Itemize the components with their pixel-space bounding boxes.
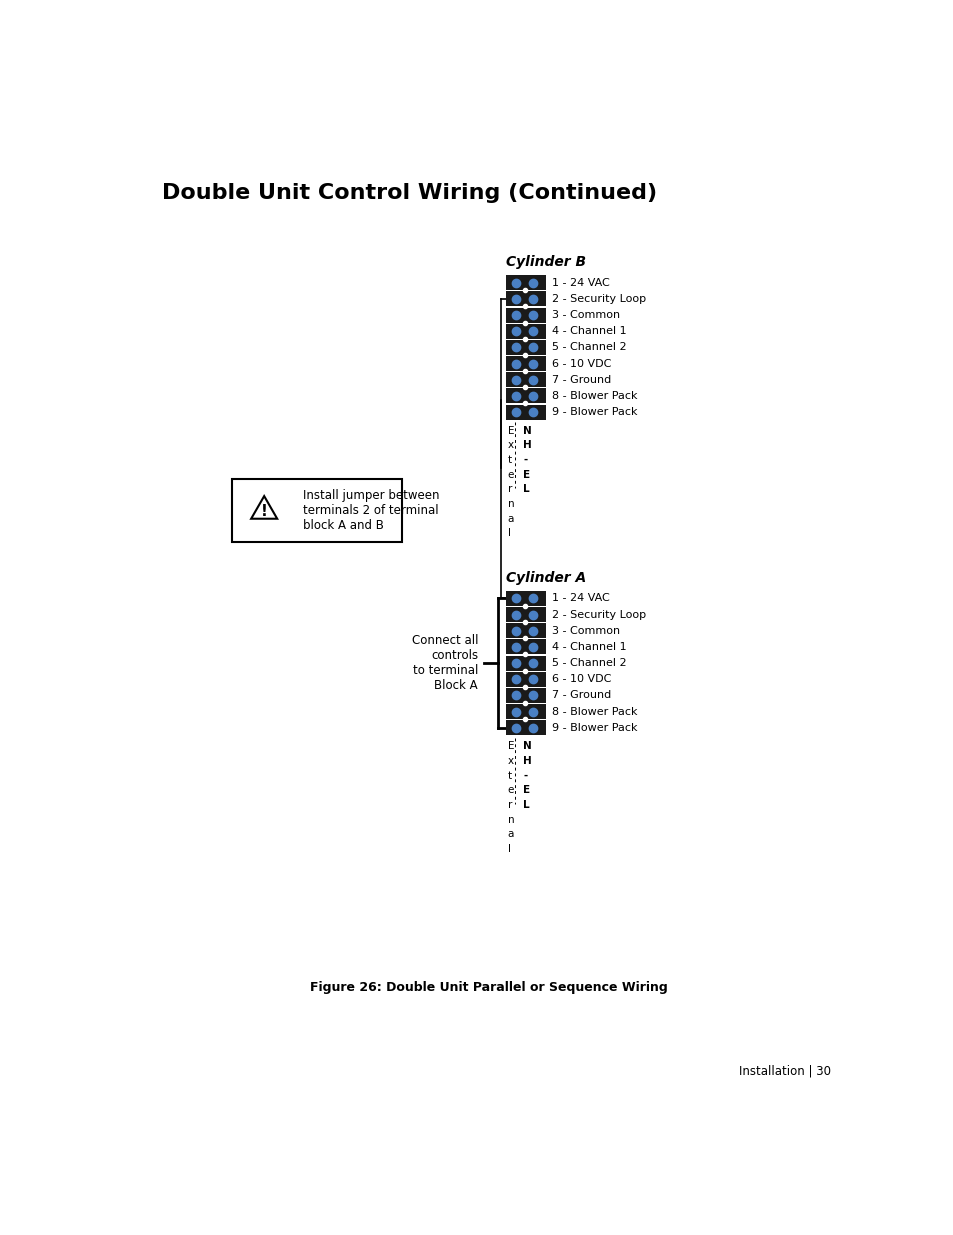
- Text: 1 - 24 VAC: 1 - 24 VAC: [552, 278, 610, 288]
- Text: 2 - Security Loop: 2 - Security Loop: [552, 610, 646, 620]
- Text: e: e: [507, 469, 514, 479]
- Text: 3 - Common: 3 - Common: [552, 626, 620, 636]
- Text: 7 - Ground: 7 - Ground: [552, 374, 611, 385]
- Bar: [505, 291, 546, 306]
- Text: E: E: [522, 785, 530, 795]
- Text: L: L: [522, 800, 529, 810]
- Text: Connect all
controls
to terminal
Block A: Connect all controls to terminal Block A: [411, 634, 477, 692]
- Bar: [505, 356, 546, 370]
- Bar: [505, 308, 546, 322]
- Text: e: e: [507, 785, 514, 795]
- Polygon shape: [251, 496, 277, 519]
- Text: a: a: [507, 829, 514, 840]
- Text: H: H: [522, 441, 531, 451]
- Text: 6 - 10 VDC: 6 - 10 VDC: [552, 358, 611, 368]
- Text: 9 - Blower Pack: 9 - Blower Pack: [552, 408, 638, 417]
- Text: x: x: [507, 756, 513, 766]
- Text: 4 - Channel 1: 4 - Channel 1: [552, 642, 626, 652]
- Text: 7 - Ground: 7 - Ground: [552, 690, 611, 700]
- Text: !: !: [260, 504, 268, 519]
- Text: 6 - 10 VDC: 6 - 10 VDC: [552, 674, 611, 684]
- Bar: [505, 405, 546, 420]
- Text: n: n: [507, 499, 514, 509]
- Text: 5 - Channel 2: 5 - Channel 2: [552, 342, 626, 352]
- Text: 2 - Security Loop: 2 - Security Loop: [552, 294, 646, 304]
- Text: Install jumper between
terminals 2 of terminal
block A and B: Install jumper between terminals 2 of te…: [303, 489, 439, 531]
- Text: -: -: [522, 454, 527, 466]
- Bar: [505, 720, 546, 735]
- Bar: [505, 608, 546, 622]
- Text: E: E: [507, 741, 514, 751]
- Text: H: H: [522, 756, 531, 766]
- Text: E: E: [522, 469, 530, 479]
- Text: 8 - Blower Pack: 8 - Blower Pack: [552, 706, 638, 716]
- Bar: [505, 340, 546, 354]
- Text: Figure 26: Double Unit Parallel or Sequence Wiring: Figure 26: Double Unit Parallel or Seque…: [310, 981, 667, 994]
- Text: r: r: [507, 800, 512, 810]
- Text: E: E: [507, 426, 514, 436]
- Text: r: r: [507, 484, 512, 494]
- Text: Cylinder B: Cylinder B: [505, 256, 585, 269]
- Text: n: n: [507, 815, 514, 825]
- Text: x: x: [507, 441, 513, 451]
- Bar: [505, 624, 546, 638]
- Text: a: a: [507, 514, 514, 524]
- Text: N: N: [522, 426, 531, 436]
- Bar: [505, 704, 546, 719]
- Text: -: -: [522, 771, 527, 781]
- Text: L: L: [522, 484, 529, 494]
- Text: N: N: [522, 741, 531, 751]
- Bar: [505, 640, 546, 655]
- Text: t: t: [507, 454, 511, 466]
- Bar: [505, 592, 546, 606]
- Text: t: t: [507, 771, 511, 781]
- Bar: [232, 478, 402, 542]
- Text: 5 - Channel 2: 5 - Channel 2: [552, 658, 626, 668]
- Bar: [505, 656, 546, 671]
- Text: 1 - 24 VAC: 1 - 24 VAC: [552, 594, 610, 604]
- Bar: [505, 389, 546, 404]
- Bar: [505, 672, 546, 687]
- Text: Installation | 30: Installation | 30: [739, 1065, 831, 1078]
- Text: l: l: [507, 529, 510, 538]
- Bar: [505, 688, 546, 703]
- Text: Double Unit Control Wiring (Continued): Double Unit Control Wiring (Continued): [162, 183, 657, 203]
- Text: l: l: [507, 844, 510, 853]
- Text: 3 - Common: 3 - Common: [552, 310, 620, 320]
- Bar: [505, 275, 546, 290]
- Text: 9 - Blower Pack: 9 - Blower Pack: [552, 722, 638, 732]
- Text: 8 - Blower Pack: 8 - Blower Pack: [552, 391, 638, 401]
- Bar: [505, 372, 546, 388]
- Text: 4 - Channel 1: 4 - Channel 1: [552, 326, 626, 336]
- Bar: [505, 324, 546, 338]
- Text: Cylinder A: Cylinder A: [505, 571, 585, 585]
